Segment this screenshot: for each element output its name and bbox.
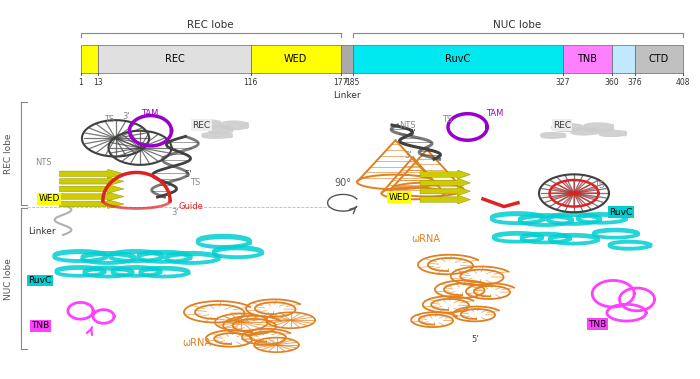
Bar — [80, 45, 98, 73]
Text: 3': 3' — [172, 208, 179, 217]
Text: NUC lobe: NUC lobe — [4, 258, 13, 299]
Text: 376: 376 — [628, 78, 643, 86]
Text: TAM: TAM — [141, 109, 159, 118]
Bar — [612, 45, 635, 73]
Text: WED: WED — [389, 193, 410, 202]
Text: CTD: CTD — [649, 54, 669, 64]
Text: 90°: 90° — [335, 178, 351, 188]
FancyArrow shape — [60, 185, 124, 193]
Text: 5': 5' — [408, 129, 416, 138]
Bar — [635, 45, 682, 73]
FancyArrow shape — [60, 200, 124, 208]
Text: ωRNA: ωRNA — [411, 234, 440, 244]
Text: REC: REC — [553, 121, 571, 130]
Text: 177: 177 — [334, 78, 348, 86]
FancyArrow shape — [60, 177, 124, 186]
Text: 5': 5' — [471, 335, 479, 344]
FancyArrow shape — [420, 187, 470, 196]
Text: ωRNA: ωRNA — [182, 338, 211, 348]
Text: TNB: TNB — [577, 54, 597, 64]
Text: TS: TS — [442, 114, 453, 124]
Text: TNB: TNB — [588, 319, 606, 329]
Text: TS: TS — [104, 115, 114, 124]
Text: TS: TS — [190, 178, 201, 187]
Text: RuvC: RuvC — [609, 208, 632, 217]
Bar — [341, 45, 353, 73]
Bar — [563, 45, 612, 73]
Text: 116: 116 — [244, 78, 258, 86]
Text: TAM: TAM — [486, 109, 504, 118]
Text: WED: WED — [284, 54, 307, 64]
Text: Guide: Guide — [178, 202, 204, 211]
Text: NTS: NTS — [399, 121, 416, 130]
Text: 1: 1 — [78, 78, 83, 86]
Text: 327: 327 — [555, 78, 570, 86]
Text: 360: 360 — [604, 78, 619, 86]
Text: NUC lobe: NUC lobe — [494, 20, 542, 30]
Text: 185: 185 — [346, 78, 360, 86]
Text: 13: 13 — [93, 78, 103, 86]
Text: NTS: NTS — [35, 158, 52, 168]
Text: REC lobe: REC lobe — [4, 133, 13, 174]
Text: REC: REC — [164, 54, 184, 64]
FancyArrow shape — [60, 192, 124, 201]
Text: RuvC: RuvC — [28, 276, 51, 285]
FancyArrow shape — [420, 170, 470, 179]
Text: REC: REC — [193, 121, 211, 130]
Text: 5': 5' — [184, 170, 192, 179]
Text: TNB: TNB — [32, 321, 50, 330]
FancyArrow shape — [60, 169, 124, 178]
Text: 408: 408 — [676, 78, 690, 86]
FancyArrow shape — [420, 195, 470, 204]
Text: Linker: Linker — [333, 91, 360, 100]
Bar — [98, 45, 251, 73]
FancyArrow shape — [420, 179, 470, 187]
Bar — [353, 45, 563, 73]
Text: Linker: Linker — [28, 227, 55, 236]
Bar — [251, 45, 341, 73]
Text: 3': 3' — [404, 151, 412, 160]
Text: REC lobe: REC lobe — [188, 20, 234, 30]
Text: RuvC: RuvC — [445, 54, 470, 64]
Text: 3': 3' — [122, 112, 130, 121]
Text: TS: TS — [594, 181, 604, 190]
Text: WED: WED — [38, 194, 60, 204]
